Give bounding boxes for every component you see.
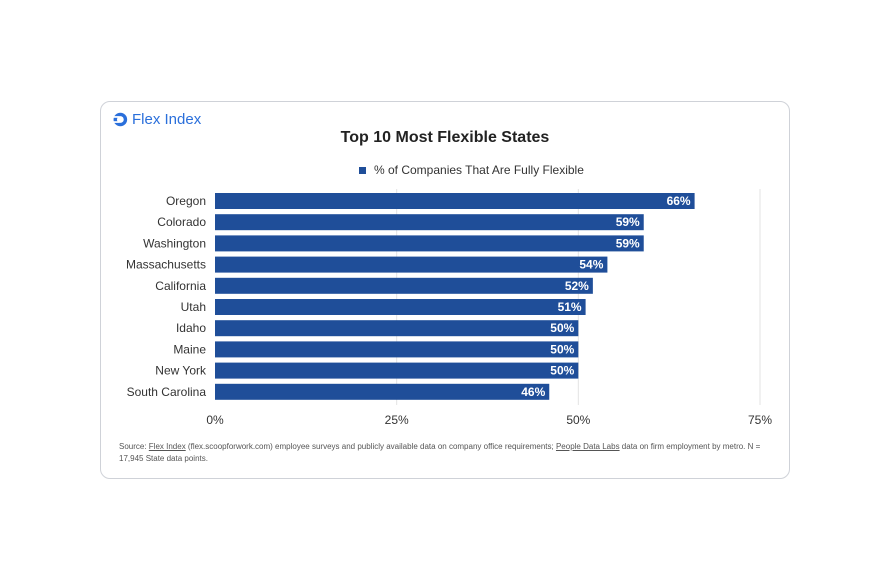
- source-prefix: Source:: [119, 442, 149, 451]
- bar-chart: 0% 25% 50% 75% Oregon 66% Colorado 59% Washingto…: [126, 189, 772, 427]
- data-label: 54%: [579, 258, 603, 272]
- category-label: Colorado: [157, 215, 206, 229]
- data-label: 50%: [550, 321, 574, 335]
- bar: [215, 341, 579, 358]
- data-label: 59%: [616, 236, 640, 250]
- flex-index-link[interactable]: Flex Index: [148, 442, 186, 451]
- x-tick-label: 25%: [385, 413, 409, 427]
- source-mid: (flex.scoopforwork.com) employee surveys…: [185, 442, 556, 451]
- bar: [215, 214, 644, 231]
- bar: [215, 277, 593, 294]
- category-label: California: [155, 279, 206, 293]
- data-label: 66%: [667, 194, 691, 208]
- data-label: 59%: [616, 215, 640, 229]
- category-label: Utah: [181, 300, 206, 314]
- category-label: South Carolina: [127, 385, 207, 399]
- bar: [215, 193, 695, 209]
- flex-index-logo-icon: [111, 112, 128, 127]
- x-tick-label: 50%: [566, 413, 590, 427]
- source-suffix: data on firm employment by metro. N = 17…: [119, 442, 761, 463]
- bar: [215, 299, 586, 315]
- logo-text: Flex Index: [132, 111, 202, 128]
- bar: [215, 383, 550, 400]
- data-label: 52%: [565, 279, 589, 293]
- bar: [215, 256, 608, 273]
- category-label: Idaho: [176, 321, 206, 335]
- bar: [215, 235, 644, 252]
- category-label: Massachusetts: [126, 258, 206, 272]
- x-tick-label: 0%: [206, 413, 224, 427]
- bar: [215, 362, 579, 379]
- chart-card: Flex Index Top 10 Most Flexible States %…: [100, 101, 790, 479]
- people-data-labs-link[interactable]: People Data Labs: [555, 442, 620, 451]
- data-label: 50%: [550, 342, 574, 356]
- data-label: 50%: [550, 364, 574, 378]
- flex-index-logo: Flex Index: [111, 111, 201, 128]
- legend: % of Companies That Are Fully Flexible: [359, 163, 584, 177]
- category-label: Oregon: [166, 194, 206, 208]
- data-label: 51%: [558, 300, 582, 314]
- category-label: Maine: [173, 342, 206, 356]
- source-note: Source: Flex Index (flex.scoopforwork.co…: [119, 441, 769, 465]
- legend-label: % of Companies That Are Fully Flexible: [374, 163, 584, 177]
- legend-swatch: [359, 166, 366, 174]
- x-tick-label: 75%: [748, 413, 772, 427]
- category-label: Washington: [143, 236, 206, 250]
- bar: [215, 320, 579, 337]
- chart-title: Top 10 Most Flexible States: [340, 129, 550, 146]
- data-label: 46%: [521, 385, 545, 399]
- category-label: New York: [155, 364, 207, 378]
